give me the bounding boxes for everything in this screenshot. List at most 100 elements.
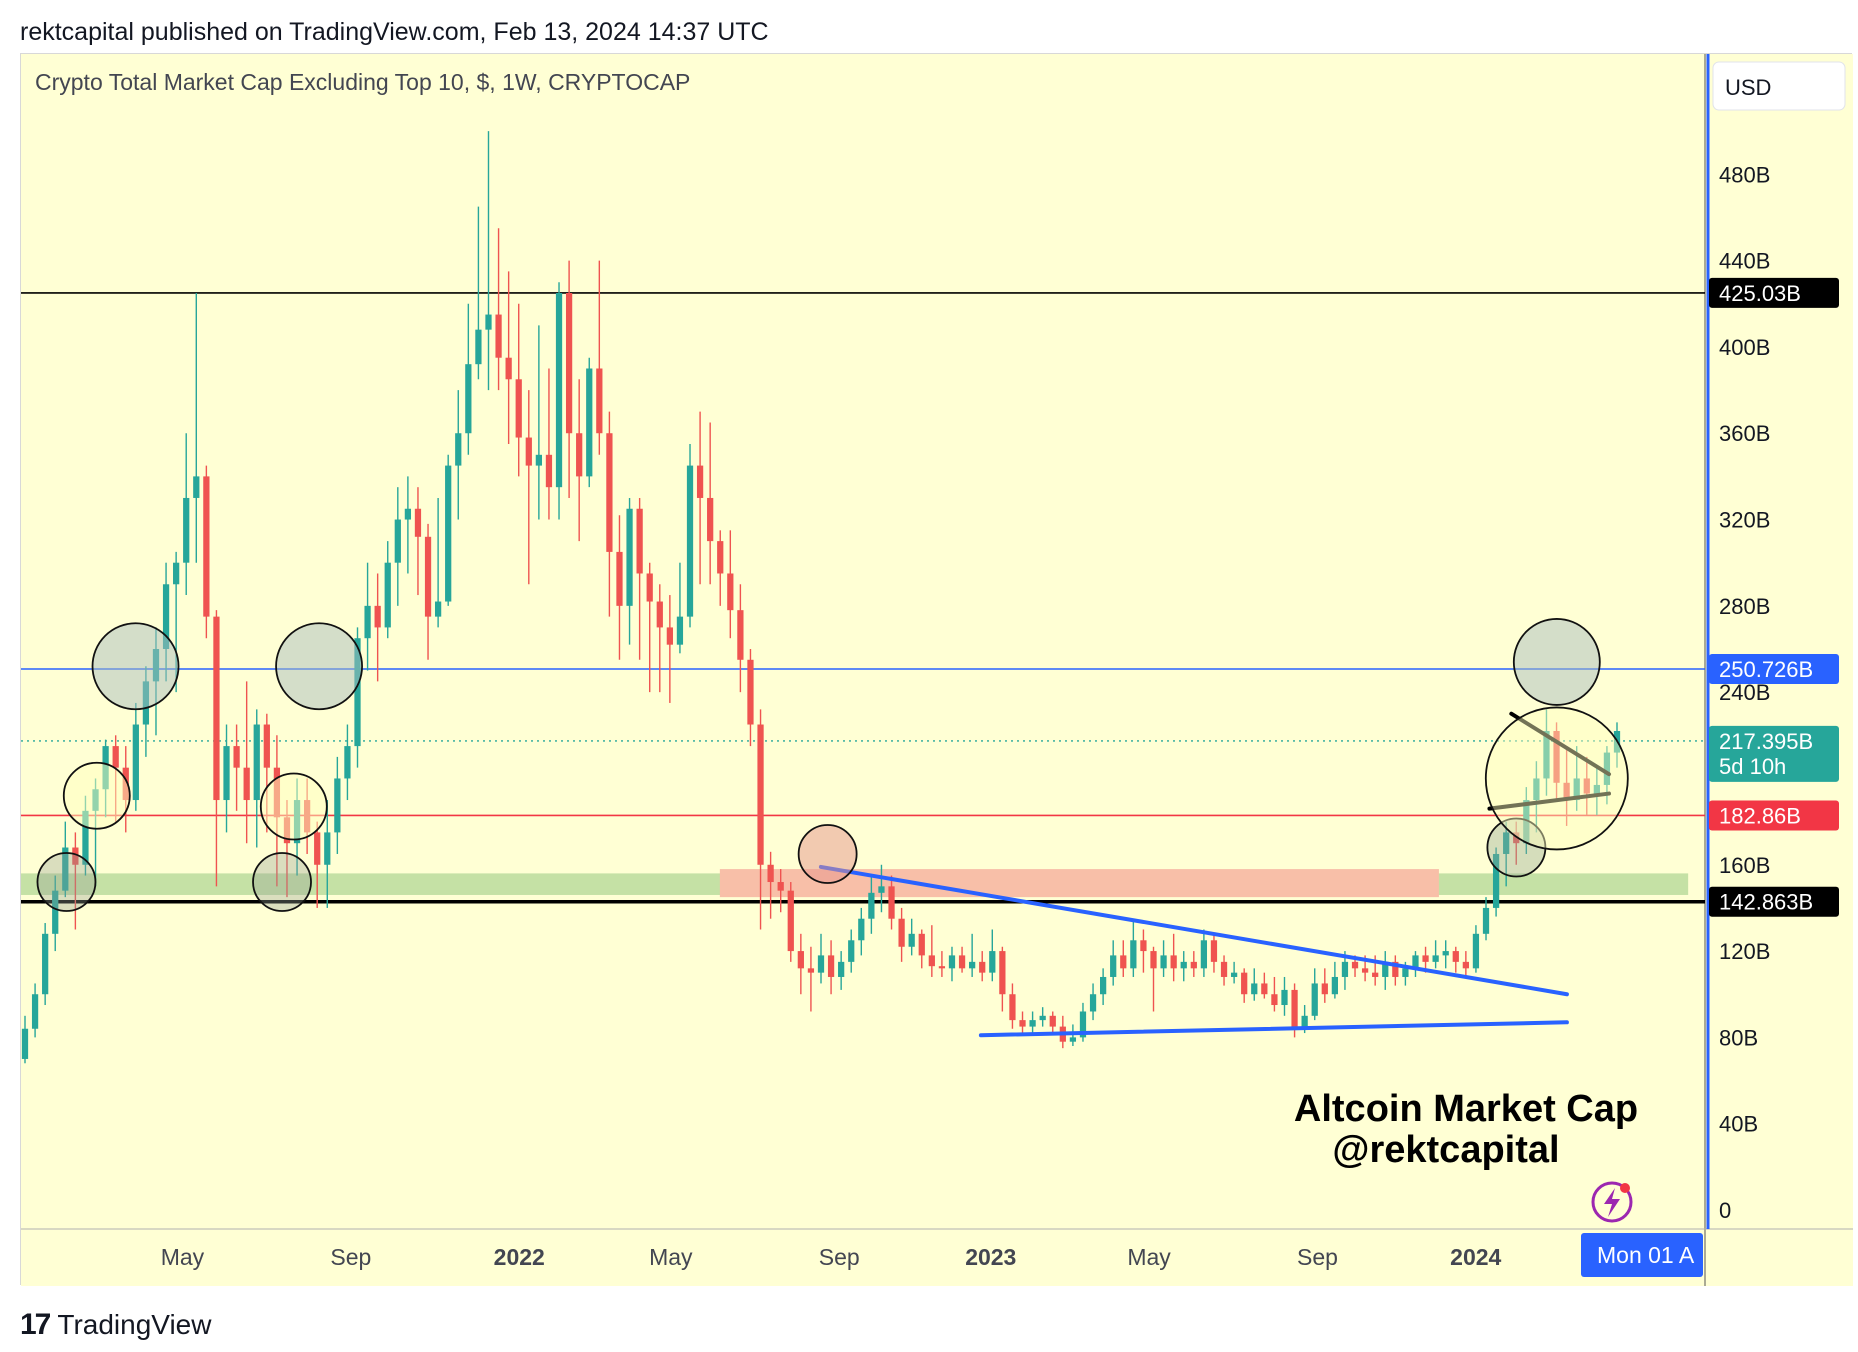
candle-body[interactable] — [1452, 951, 1459, 962]
candle-body[interactable] — [1462, 961, 1469, 969]
candle-body[interactable] — [183, 497, 190, 563]
candle-body[interactable] — [565, 292, 573, 434]
candle-body[interactable] — [1603, 752, 1611, 785]
candle-body[interactable] — [193, 476, 200, 498]
candle-body[interactable] — [1029, 1020, 1036, 1027]
highlight-circle[interactable] — [797, 824, 858, 884]
candle-body[interactable] — [636, 508, 643, 574]
candle-body[interactable] — [203, 476, 210, 617]
candle-body[interactable] — [1543, 730, 1550, 779]
candle-body[interactable] — [162, 584, 170, 649]
candle-body[interactable] — [324, 832, 331, 865]
candle-body[interactable] — [898, 918, 905, 947]
candle-body[interactable] — [1553, 730, 1560, 783]
candle-body[interactable] — [132, 724, 139, 801]
candle-body[interactable] — [1261, 983, 1268, 995]
candle-body[interactable] — [1351, 961, 1359, 969]
candle-body[interactable] — [817, 955, 825, 973]
upper-triangle-line[interactable] — [818, 864, 1569, 997]
candle-body[interactable] — [1331, 976, 1338, 995]
candle-body[interactable] — [1422, 955, 1429, 962]
candle-body[interactable] — [1412, 955, 1419, 969]
candle-body[interactable] — [62, 847, 69, 891]
candle-body[interactable] — [989, 951, 996, 973]
candle-body[interactable] — [727, 573, 734, 611]
candle-body[interactable] — [1009, 994, 1016, 1021]
candle-body[interactable] — [656, 601, 663, 628]
candle-body[interactable] — [787, 890, 794, 952]
candle-body[interactable] — [1150, 951, 1157, 969]
candle-body[interactable] — [1503, 832, 1510, 854]
candle-body[interactable] — [1210, 940, 1218, 962]
candle-body[interactable] — [747, 659, 754, 725]
candle-body[interactable] — [505, 357, 512, 380]
candle-body[interactable] — [1563, 782, 1570, 801]
candle-body[interactable] — [696, 465, 704, 498]
candle-body[interactable] — [1341, 961, 1349, 977]
candle-body[interactable] — [1432, 955, 1439, 962]
candle-body[interactable] — [626, 508, 633, 606]
highlight-circle[interactable] — [275, 622, 363, 711]
candle-body[interactable] — [878, 886, 885, 893]
candle-body[interactable] — [1281, 989, 1288, 1006]
highlight-circle[interactable] — [1484, 706, 1629, 851]
candle-body[interactable] — [1170, 955, 1177, 969]
candle-body[interactable] — [475, 329, 482, 365]
candle-body[interactable] — [535, 454, 542, 466]
candle-body[interactable] — [1241, 972, 1248, 995]
candle-body[interactable] — [586, 368, 593, 477]
candle-body[interactable] — [928, 955, 935, 967]
candle-body[interactable] — [838, 961, 845, 977]
candle-body[interactable] — [314, 832, 321, 865]
candle-body[interactable] — [1120, 955, 1127, 969]
candle-body[interactable] — [1200, 940, 1208, 969]
candle-body[interactable] — [596, 368, 603, 434]
candle-body[interactable] — [253, 724, 260, 801]
candle-body[interactable] — [767, 864, 774, 883]
candle-body[interactable] — [525, 437, 532, 466]
candle-body[interactable] — [1049, 1015, 1056, 1027]
candle-body[interactable] — [676, 616, 684, 645]
candle-body[interactable] — [1220, 961, 1228, 977]
candle-body[interactable] — [666, 627, 673, 645]
candle-body[interactable] — [495, 314, 502, 358]
candle-body[interactable] — [606, 433, 613, 552]
candle-body[interactable] — [908, 933, 915, 947]
candle-body[interactable] — [1392, 961, 1399, 977]
candle-body[interactable] — [958, 955, 966, 969]
candle-body[interactable] — [848, 940, 855, 962]
candle-body[interactable] — [404, 508, 412, 520]
candle-body[interactable] — [979, 961, 986, 973]
candle-body[interactable] — [646, 573, 653, 602]
candle-body[interactable] — [1069, 1037, 1077, 1042]
candle-body[interactable] — [707, 497, 714, 542]
candle-body[interactable] — [938, 966, 946, 969]
highlight-circle[interactable] — [91, 622, 180, 711]
candle-body[interactable] — [424, 536, 432, 617]
currency-button[interactable] — [1712, 61, 1846, 111]
candle-body[interactable] — [1482, 907, 1490, 934]
candle-body[interactable] — [1583, 778, 1590, 794]
candle-body[interactable] — [868, 892, 875, 919]
candle-body[interactable] — [1291, 989, 1298, 1027]
price-chart[interactable]: 0 40B 80B 120B 160B 240B 280B 320B 360B 400B 440B 4… — [21, 54, 1853, 1286]
candle-body[interactable] — [334, 778, 341, 833]
candle-body[interactable] — [1160, 955, 1167, 969]
candle-body[interactable] — [858, 918, 865, 941]
candle-body[interactable] — [445, 465, 452, 602]
candle-body[interactable] — [1472, 933, 1480, 969]
candle-body[interactable] — [1251, 983, 1258, 995]
candle-body[interactable] — [465, 364, 472, 434]
candle-body[interactable] — [1523, 800, 1530, 844]
highlight-circle[interactable] — [259, 772, 328, 841]
candle-body[interactable] — [545, 454, 553, 488]
candle-body[interactable] — [1180, 961, 1187, 969]
candle-body[interactable] — [263, 724, 270, 768]
candle-body[interactable] — [757, 724, 764, 865]
candle-body[interactable] — [384, 562, 391, 628]
candle-body[interactable] — [455, 433, 462, 466]
tradingview-brand[interactable]: TradingView — [57, 1309, 212, 1340]
candle-body[interactable] — [1321, 983, 1328, 995]
candle-body[interactable] — [999, 951, 1006, 995]
highlight-circle[interactable] — [62, 761, 131, 830]
